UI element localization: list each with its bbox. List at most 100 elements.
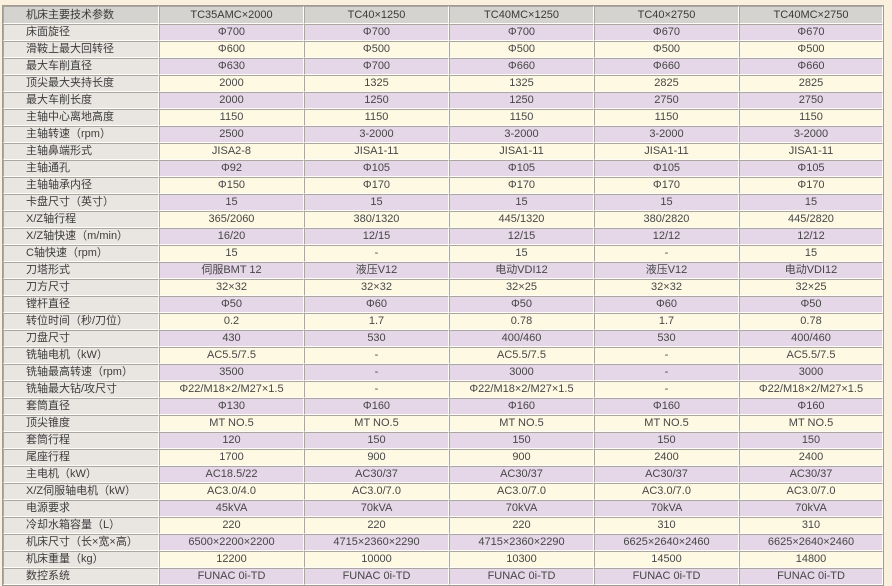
table-row: 套筒直径 Φ130 Φ160 Φ160 Φ160 Φ160 [3,398,883,415]
param-value: 0.78 [739,313,883,330]
param-value: 3000 [739,364,883,381]
param-value: 32×32 [159,279,304,296]
param-value: 6625×2640×2460 [739,534,883,551]
param-label: 主轴中心离地高度 [3,109,159,126]
param-value: - [304,364,449,381]
param-value: 900 [449,449,594,466]
param-label: 数控系统 [3,568,159,585]
param-value: AC30/37 [594,466,739,483]
param-value: 380/1320 [304,211,449,228]
table-header-param-label: 机床主要技术参数 [3,6,159,24]
param-value: 液压V12 [304,262,449,279]
table-row: 最大车削长度 2000 1250 1250 2750 2750 [3,92,883,109]
param-value: 2825 [594,75,739,92]
param-value: 14500 [594,551,739,568]
table-header-model-3: TC40MC×1250 [449,6,594,24]
param-value: Φ660 [449,58,594,75]
table-row: 套筒行程 120 150 150 150 150 [3,432,883,449]
param-value: 6500×2200×2200 [159,534,304,551]
table-row: 主轴鼻端形式 JISA2-8 JISA1-11 JISA1-11 JISA1-11 JIS… [3,143,883,160]
param-value: FUNAC 0i-TD [449,568,594,585]
param-value: 1325 [304,75,449,92]
param-label: X/Z伺服轴电机（kW） [3,483,159,500]
param-value: 365/2060 [159,211,304,228]
param-value: FUNAC 0i-TD [159,568,304,585]
param-value: 2000 [159,75,304,92]
param-value: 445/1320 [449,211,594,228]
param-value: FUNAC 0i-TD [594,568,739,585]
table-row: 机床重量（kg） 12200 10000 10300 14500 14800 [3,551,883,568]
param-value: 220 [449,517,594,534]
param-value: AC30/37 [304,466,449,483]
table-row: X/Z轴行程 365/2060 380/1320 445/1320 380/2820 44… [3,211,883,228]
table-row: 转位时间（秒/刀位） 0.2 1.7 0.78 1.7 0.78 [3,313,883,330]
param-value: 4715×2360×2290 [449,534,594,551]
param-value: Φ105 [304,160,449,177]
param-value: 32×32 [304,279,449,296]
param-value: JISA1-11 [594,143,739,160]
table-row: 顶尖锥度 MT NO.5 MT NO.5 MT NO.5 MT NO.5 MT NO.5 [3,415,883,432]
param-value: 32×32 [594,279,739,296]
param-value: Φ500 [594,41,739,58]
table-row: 铣轴最高转速（rpm） 3500-3000-3000 [3,364,883,381]
param-label: 最大车削直径 [3,58,159,75]
param-value: - [304,381,449,398]
param-value: - [594,381,739,398]
param-label: 刀塔形式 [3,262,159,279]
table-row: 铣轴电机（kW） AC5.5/7.5- AC5.5/7.5- AC5.5/7.5 [3,347,883,364]
param-value: Φ160 [449,398,594,415]
param-value: 32×25 [449,279,594,296]
param-value: 3-2000 [449,126,594,143]
param-label: 最大车削长度 [3,92,159,109]
table-row: 刀盘尺寸 430 530 400/460 530 400/460 [3,330,883,347]
param-value: 1150 [449,109,594,126]
param-label: 铣轴最高转速（rpm） [3,364,159,381]
param-value: 4715×2360×2290 [304,534,449,551]
param-value: 3000 [449,364,594,381]
param-label: 机床尺寸（长×宽×高） [3,534,159,551]
param-value: 32×25 [739,279,883,296]
param-value: AC3.0/7.0 [304,483,449,500]
param-label: 主电机（kW） [3,466,159,483]
param-value: Φ130 [159,398,304,415]
param-value: 伺服BMT 12 [159,262,304,279]
param-value: AC3.0/7.0 [449,483,594,500]
table-row: 镗杆直径 Φ50 Φ60 Φ50 Φ60 Φ50 [3,296,883,313]
param-value: 12/12 [739,228,883,245]
param-value: 15 [449,245,594,262]
param-value: Φ170 [304,177,449,194]
table-row: 电源要求 45kVA 70kVA 70kVA 70kVA 70kVA [3,500,883,517]
param-value: Φ22/M18×2/M27×1.5 [159,381,304,398]
param-value: Φ700 [304,58,449,75]
param-value: 2825 [739,75,883,92]
param-value: 12/15 [304,228,449,245]
table-header-model-1: TC35AMC×2000 [159,6,304,24]
param-value: 6625×2640×2460 [594,534,739,551]
param-label: X/Z轴行程 [3,211,159,228]
table-row: 床面旋径 Φ700 Φ700 Φ700 Φ670 Φ670 [3,24,883,41]
param-value: 2750 [594,92,739,109]
param-value: Φ700 [449,24,594,41]
param-label: 刀盘尺寸 [3,330,159,347]
table-header-model-5: TC40MC×2750 [739,6,883,24]
param-value: MT NO.5 [739,415,883,432]
table-row: 主轴中心离地高度 1150 1150 1150 1150 1150 [3,109,883,126]
param-value: JISA1-11 [449,143,594,160]
table-row: 刀塔形式 伺服BMT 12 液压V12 电动VDI12 液压V12 电动VDI12 [3,262,883,279]
param-value: 1325 [449,75,594,92]
table-row: 尾座行程 1700 900 900 2400 2400 [3,449,883,466]
param-value: 70kVA [594,500,739,517]
param-value: 0.78 [449,313,594,330]
table-row: X/Z伺服轴电机（kW） AC3.0/4.0 AC3.0/7.0 AC3.0/7.0 A… [3,483,883,500]
param-label: 转位时间（秒/刀位） [3,313,159,330]
param-label: X/Z轴快速（m/min） [3,228,159,245]
param-value: MT NO.5 [304,415,449,432]
param-value: FUNAC 0i-TD [739,568,883,585]
table-header-model-2: TC40×1250 [304,6,449,24]
param-value: - [594,347,739,364]
param-value: 15 [159,245,304,262]
param-label: 镗杆直径 [3,296,159,313]
param-value: AC30/37 [449,466,594,483]
param-label: 主轴轴承内径 [3,177,159,194]
param-value: 液压V12 [594,262,739,279]
